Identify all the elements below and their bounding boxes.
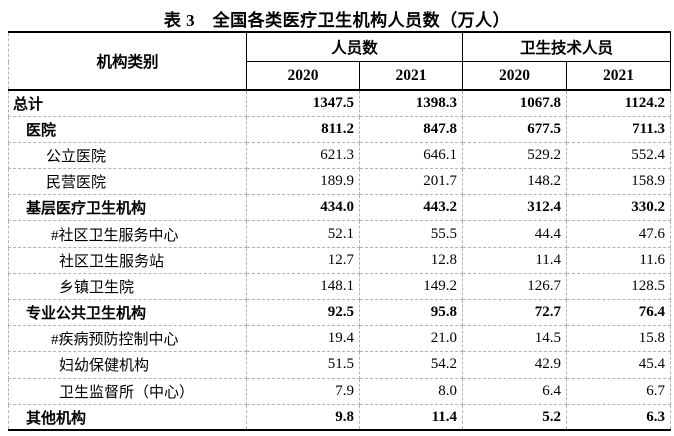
header-year-technicians-2020: 2020 <box>462 61 568 91</box>
cell-value: 1398.3 <box>358 89 464 117</box>
cell-value: 552.4 <box>566 141 672 170</box>
cell-value: 847.8 <box>358 115 464 143</box>
row-label: #疾病预防控制中心 <box>8 325 247 353</box>
cell-value: 95.8 <box>358 298 464 327</box>
cell-value: 1347.5 <box>246 89 360 117</box>
cell-value: 15.8 <box>566 325 672 353</box>
cell-value: 646.1 <box>358 141 464 170</box>
cell-value: 19.4 <box>246 325 360 353</box>
table-row: 民营医院 189.9 201.7 148.2 158.9 <box>8 168 672 196</box>
table-row: 公立医院 621.3 646.1 529.2 552.4 <box>8 141 672 170</box>
table-row: 医院 811.2 847.8 677.5 711.3 <box>8 115 672 143</box>
row-label: 医院 <box>8 115 247 143</box>
cell-value: 434.0 <box>246 194 360 222</box>
header-year-personnel-2020: 2020 <box>246 61 360 91</box>
row-label: 卫生监督所（中心） <box>8 377 247 405</box>
cell-value: 76.4 <box>566 298 672 327</box>
cell-value: 811.2 <box>246 115 360 143</box>
cell-value: 189.9 <box>246 168 360 196</box>
health-personnel-table: 机构类别 人员数 卫生技术人员 2020 2021 2020 2021 总计 13… <box>8 31 672 432</box>
row-label: 专业公共卫生机构 <box>8 298 247 327</box>
cell-value: 6.4 <box>462 377 568 405</box>
cell-value: 11.6 <box>566 246 672 274</box>
table-title: 表 3 全国各类医疗卫生机构人员数（万人） <box>163 11 511 30</box>
cell-value: 711.3 <box>566 115 672 143</box>
cell-value: 44.4 <box>462 220 568 248</box>
row-label: 总计 <box>8 89 247 117</box>
cell-value: 9.8 <box>246 403 360 432</box>
table-row: 基层医疗卫生机构 434.0 443.2 312.4 330.2 <box>8 194 672 222</box>
table-row: 乡镇卫生院 148.1 149.2 126.7 128.5 <box>8 272 672 301</box>
cell-value: 5.2 <box>462 403 568 432</box>
cell-value: 72.7 <box>462 298 568 327</box>
cell-value: 6.3 <box>566 403 672 432</box>
table-row: 社区卫生服务站 12.7 12.8 11.4 11.6 <box>8 246 672 274</box>
table-row: 妇幼保健机构 51.5 54.2 42.9 45.4 <box>8 351 672 379</box>
table-body: 总计 1347.5 1398.3 1067.8 1124.2 医院 811.2 847.8 67… <box>8 89 672 432</box>
row-label: 其他机构 <box>8 403 247 432</box>
header-year-technicians-2021: 2021 <box>566 61 672 91</box>
cell-value: 330.2 <box>566 194 672 222</box>
cell-value: 1067.8 <box>462 89 568 117</box>
cell-value: 51.5 <box>246 351 360 379</box>
cell-value: 8.0 <box>358 377 464 405</box>
table-row: #疾病预防控制中心 19.4 21.0 14.5 15.8 <box>8 325 672 353</box>
cell-value: 201.7 <box>358 168 464 196</box>
header-year-row: 2020 2021 2020 2021 <box>9 61 672 91</box>
cell-value: 92.5 <box>246 298 360 327</box>
table-row: 总计 1347.5 1398.3 1067.8 1124.2 <box>8 89 672 117</box>
header-category: 机构类别 <box>8 32 247 91</box>
cell-value: 529.2 <box>462 141 568 170</box>
table-row: 卫生监督所（中心） 7.9 8.0 6.4 6.7 <box>8 377 672 405</box>
cell-value: 7.9 <box>246 377 360 405</box>
header-group-row: 机构类别 人员数 卫生技术人员 <box>8 32 672 91</box>
cell-value: 1124.2 <box>566 89 672 117</box>
cell-value: 55.5 <box>358 220 464 248</box>
cell-value: 12.7 <box>246 246 360 274</box>
cell-value: 149.2 <box>358 272 464 301</box>
cell-value: 6.7 <box>566 377 672 405</box>
cell-value: 14.5 <box>462 325 568 353</box>
cell-value: 312.4 <box>462 194 568 222</box>
cell-value: 11.4 <box>462 246 568 274</box>
cell-value: 126.7 <box>462 272 568 301</box>
cell-value: 11.4 <box>358 403 464 432</box>
header-year-personnel-2021: 2021 <box>358 61 464 91</box>
cell-value: 677.5 <box>462 115 568 143</box>
table-header: 机构类别 人员数 卫生技术人员 2020 2021 2020 2021 <box>8 32 672 91</box>
cell-value: 148.1 <box>246 272 360 301</box>
table-row: 专业公共卫生机构 92.5 95.8 72.7 76.4 <box>8 298 672 327</box>
row-label: #社区卫生服务中心 <box>8 220 247 248</box>
cell-value: 21.0 <box>358 325 464 353</box>
cell-value: 52.1 <box>246 220 360 248</box>
table-row: #社区卫生服务中心 52.1 55.5 44.4 47.6 <box>8 220 672 248</box>
row-label: 民营医院 <box>8 168 247 196</box>
cell-value: 128.5 <box>566 272 672 301</box>
table-row: 其他机构 9.8 11.4 5.2 6.3 <box>8 403 672 432</box>
cell-value: 148.2 <box>462 168 568 196</box>
header-group-personnel: 人员数 <box>245 32 464 62</box>
cell-value: 12.8 <box>358 246 464 274</box>
cell-value: 47.6 <box>566 220 672 248</box>
cell-value: 54.2 <box>358 351 464 379</box>
cell-value: 158.9 <box>566 168 672 196</box>
cell-value: 42.9 <box>462 351 568 379</box>
row-label: 公立医院 <box>8 141 247 170</box>
row-label: 社区卫生服务站 <box>8 246 247 274</box>
cell-value: 45.4 <box>566 351 672 379</box>
cell-value: 443.2 <box>358 194 464 222</box>
header-group-technicians: 卫生技术人员 <box>462 32 672 62</box>
cell-value: 621.3 <box>246 141 360 170</box>
row-label: 妇幼保健机构 <box>8 351 247 379</box>
row-label: 乡镇卫生院 <box>8 272 247 301</box>
row-label: 基层医疗卫生机构 <box>8 194 247 222</box>
